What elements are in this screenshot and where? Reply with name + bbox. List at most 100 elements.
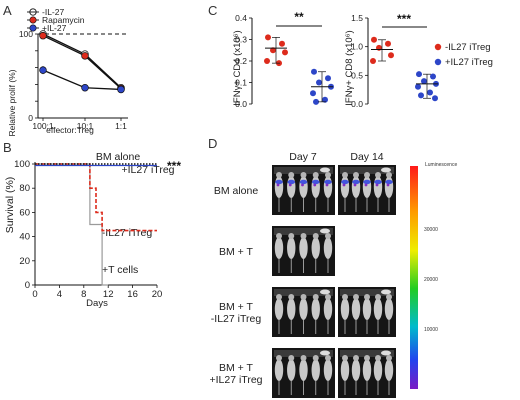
mouse-body [311,298,320,320]
panel-b-y-tick-label: 100 [14,159,30,170]
luminescence-scale-title: Luminescence [425,162,457,168]
panel-a-legend: -IL-27 Rapamycin +IL-27 [27,7,85,33]
panel-a-data-point [39,31,47,40]
panel-c-y-tick-label: 1.0 [351,42,363,52]
mouse-head [342,294,348,300]
mouse-body [340,298,350,320]
bioluminescence-signal [341,179,349,185]
panel-c-data-point [370,58,376,64]
mouse-image-header [274,228,333,235]
column-label-day-7: Day 7 [289,151,317,163]
mouse-head [288,172,295,178]
panel-c-right-significance: *** [397,12,411,26]
mouse-image-header [274,350,333,357]
row-label-1: BM + T [219,246,254,258]
mouse-image-header [274,289,333,296]
mouse-head [353,355,359,361]
panel-c-legend: -IL27 iTreg +IL27 iTreg [434,42,493,68]
mouse-head [325,233,331,239]
panel-c-data-point [385,40,391,47]
mouse-head [375,172,381,178]
mouse-head [353,172,359,178]
panel-c-left-y-axis-label: IFNγ+ CD4 (x10⁶) [232,30,243,105]
mouse-head [386,172,392,178]
mouse-image-light [381,289,391,295]
luminescence-tick-3: 10000 [424,327,438,333]
luminescence-color-scale: Luminescence 30000 20000 10000 [410,162,457,389]
panel-a-x-tick-label: 10:1 [77,121,94,131]
panel-a-data-point [39,66,47,74]
panel-c-data-point [313,98,319,105]
panel-c-data-point [325,75,331,82]
legend-marker-plus-il27-itreg [434,58,442,66]
mouse-body [340,359,350,381]
mouse-head [288,233,295,239]
mouse-image-header [340,350,394,357]
mouse-head [300,294,307,300]
panel-letter-a: A [3,3,12,18]
panel-a-y-tick-label: 100 [19,29,33,39]
panel-a-y-tick-label: 0 [28,113,33,123]
row-label-2: BM + T [219,301,254,313]
mouse-image-light [320,167,330,173]
bioluminescence-signal [325,183,329,187]
bioluminescence-signal [375,183,379,187]
bioluminescence-signal [385,179,393,185]
label-minus-il27-itreg: -IL27 iTreg [102,227,153,239]
bioluminescence-signal [288,183,292,187]
mouse-head [276,355,282,361]
panel-a-series-line [42,33,122,89]
panel-c-data-point [316,79,322,86]
mouse-head [364,172,370,178]
mouse-image-header [340,289,394,296]
luminescence-tick-2: 20000 [424,277,438,283]
mouse-body [362,298,372,320]
mouse-image-light [320,289,330,295]
panel-c-data-point [430,73,436,80]
panel-b-y-axis-label: Survival (%) [4,177,16,234]
panel-b-x-tick-label: 4 [57,289,62,300]
panel-c-data-point [311,68,317,75]
mouse-body [311,176,320,198]
mouse-head [312,294,319,300]
panel-c-y-tick-label: 0.5 [351,70,363,80]
bioluminescence-signal [301,183,304,187]
mouse-image-light [381,167,391,173]
mouse-head [386,355,392,361]
panel-c-data-point [310,90,316,97]
mouse-body [351,176,361,198]
mouse-head [300,355,307,361]
bioluminescence-signal [353,183,357,187]
panel-c-data-point [371,36,377,43]
panel-c-data-point [282,49,288,56]
mouse-head [312,355,319,361]
mouse-head [386,294,392,300]
panel-c-y-tick-label: 0.2 [235,56,247,66]
luminescence-gradient-bar [410,166,418,389]
panel-c-data-point [416,71,422,78]
row-label-3: BM + T [219,362,254,374]
mouse-body [287,298,296,320]
survival-curve-t-cells [35,163,109,286]
mouse-head [342,355,348,361]
mouse-head [325,355,331,361]
panel-b-y-tick-label: 0 [25,280,30,291]
panel-b-y-tick-label: 60 [19,207,30,218]
mouse-head [325,294,331,300]
panel-a-x-axis-label: effector:Treg [46,125,94,135]
panel-c-y-tick-label: 0.1 [235,78,247,88]
row-label-0: BM alone [214,185,259,197]
survival-curve-minus-il27-itreg [35,163,157,232]
panel-b-y-tick-label: 40 [19,232,30,243]
mouse-head [288,355,295,361]
label-plus-il27-itreg: +IL27 iTreg [121,164,174,176]
column-label-day-14: Day 14 [350,151,383,163]
panel-a-data-point [117,85,125,94]
legend-marker-plus-il27 [29,24,37,32]
panel-letter-d: D [208,136,217,151]
mouse-body [299,359,308,381]
mouse-head [288,294,295,300]
bioluminescence-signal [276,183,280,187]
panel-a-y-axis-label: Relative prolif (%) [7,69,17,136]
